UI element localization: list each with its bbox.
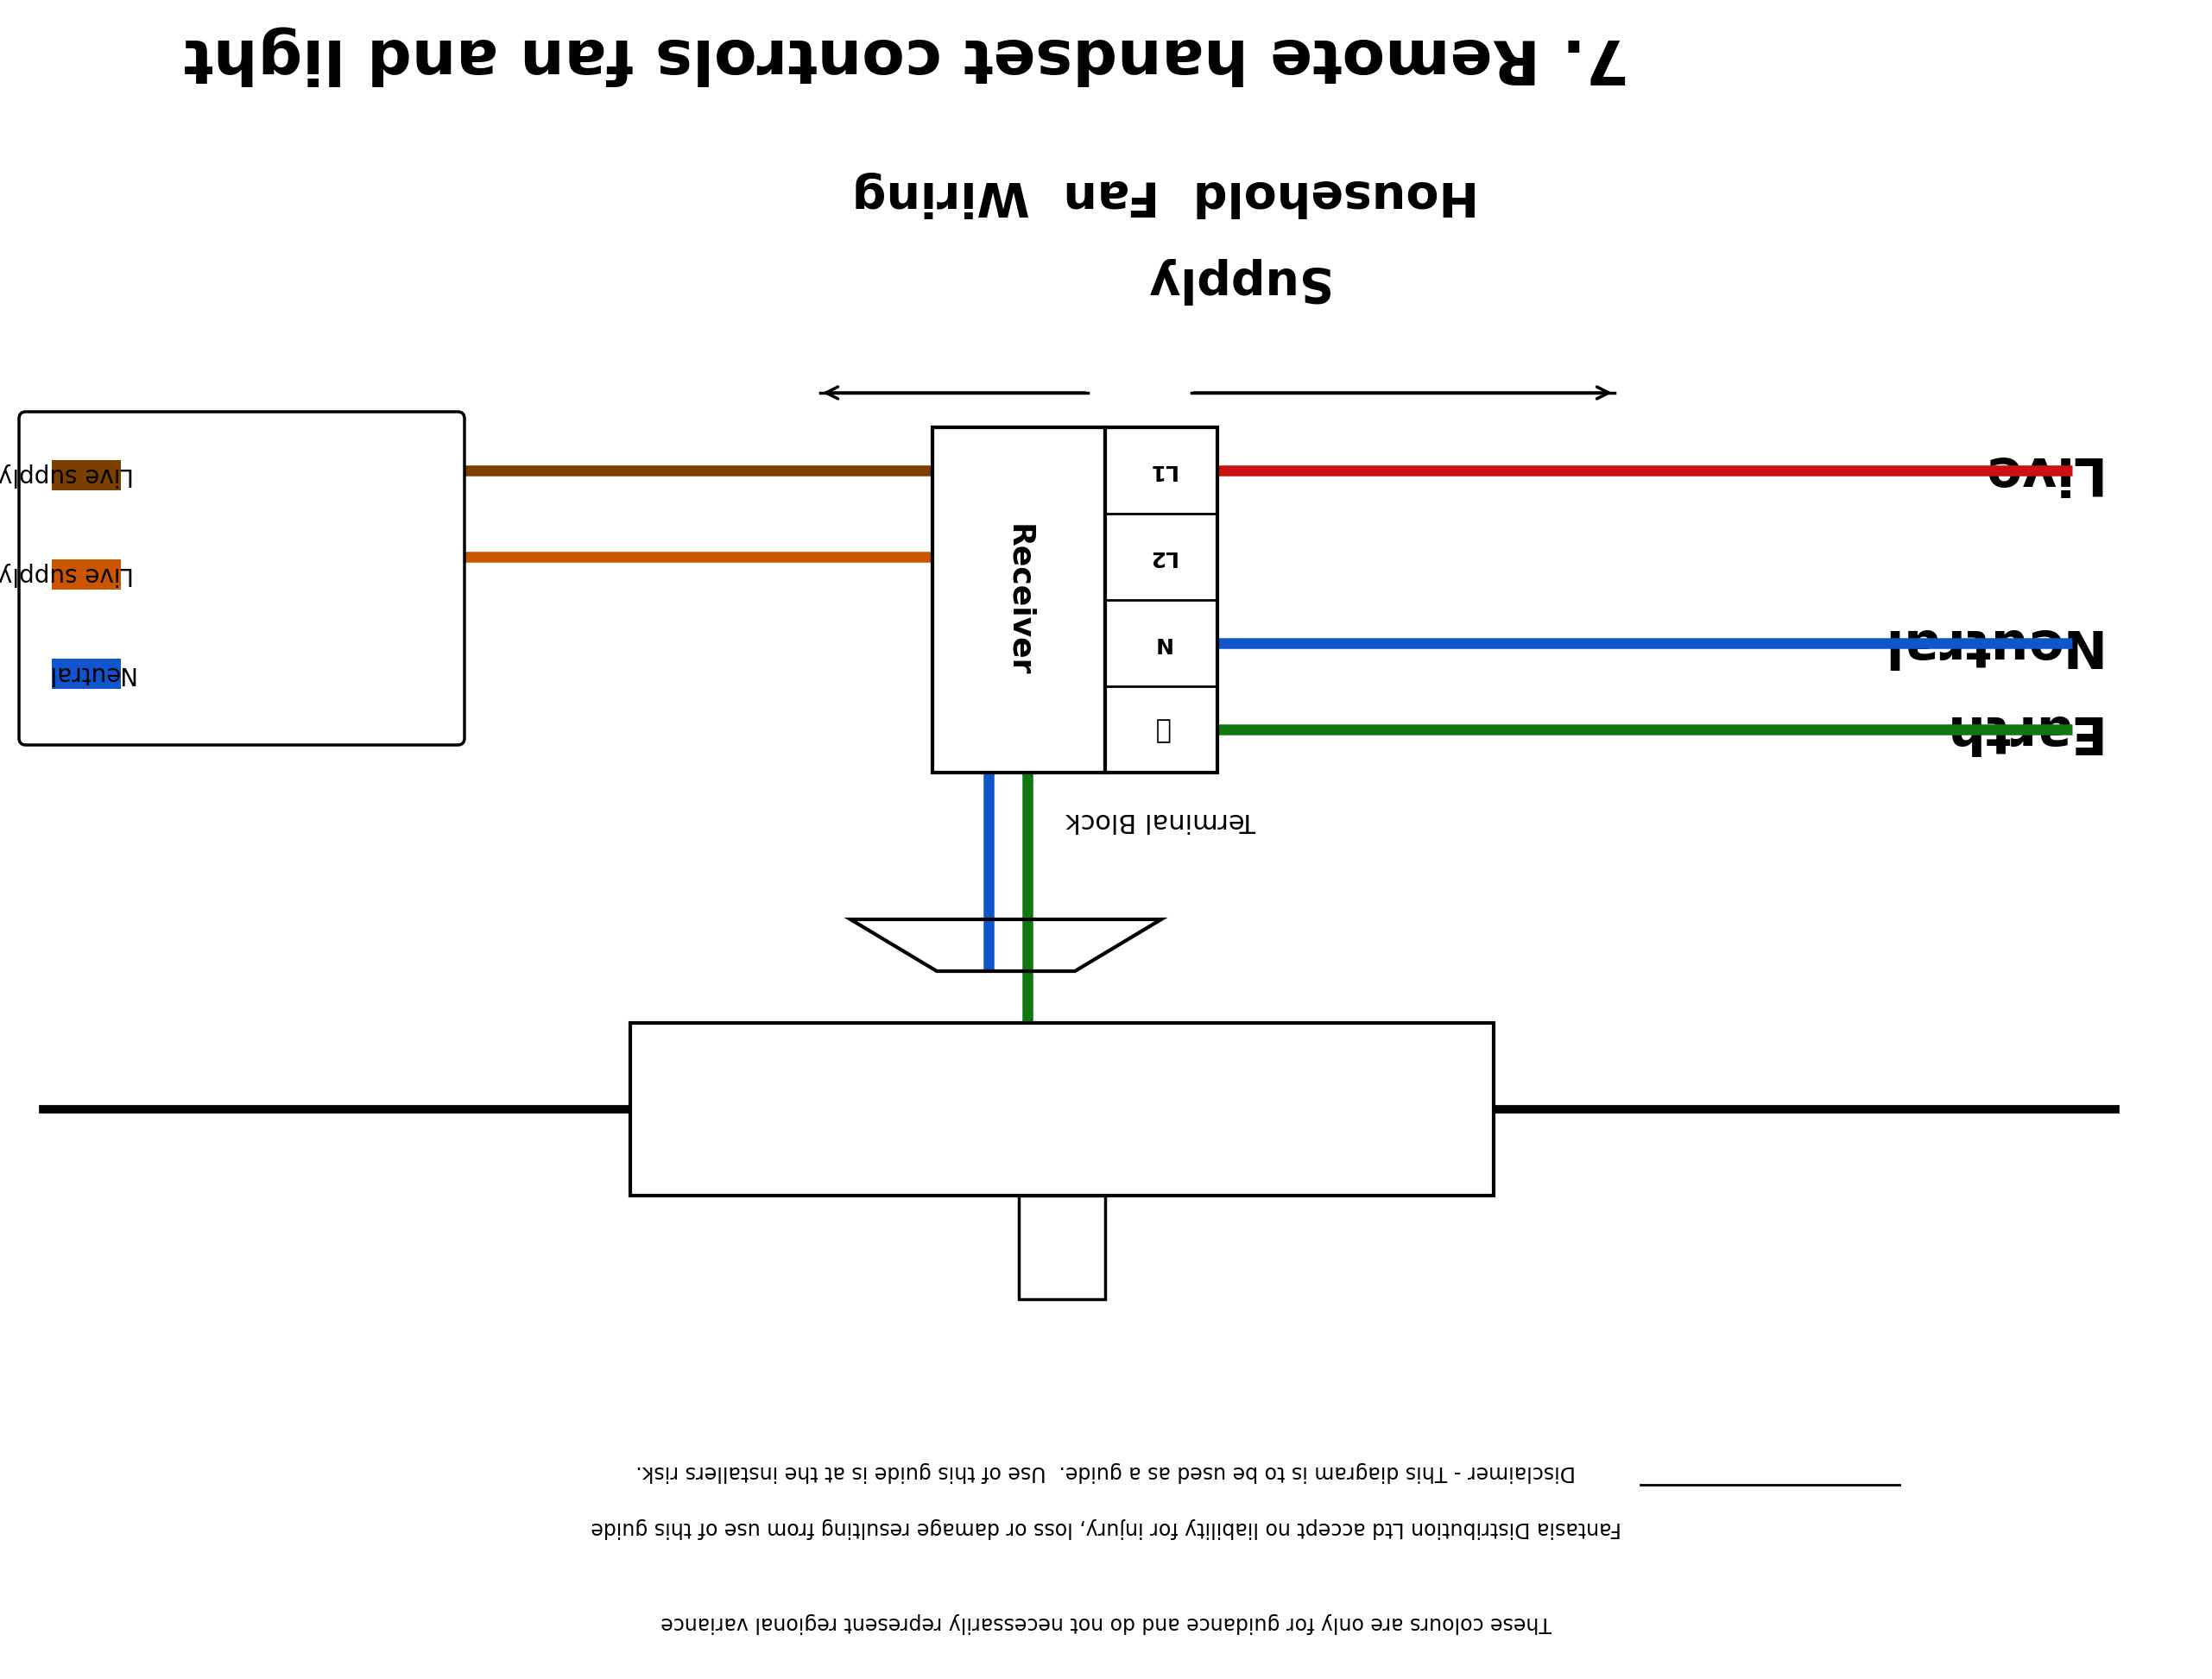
Text: Receiver: Receiver: [1004, 524, 1033, 677]
Text: Live: Live: [1975, 445, 2097, 495]
Text: N: N: [1152, 633, 1170, 653]
Text: L2: L2: [1146, 546, 1175, 568]
Bar: [1106, 426, 1217, 772]
Text: ⏚: ⏚: [1152, 717, 1170, 742]
Text: Live supply (light): Live supply (light): [0, 562, 133, 586]
Text: Live supply (fan): Live supply (fan): [0, 463, 133, 487]
FancyBboxPatch shape: [20, 411, 465, 745]
Bar: [51, 460, 122, 490]
Text: Terminal Block: Terminal Block: [1066, 808, 1256, 833]
Text: Neutral: Neutral: [44, 662, 133, 685]
Text: L1: L1: [1146, 460, 1175, 480]
Text: Earth: Earth: [1938, 704, 2097, 756]
Bar: [933, 426, 1106, 772]
Bar: [51, 658, 122, 688]
Bar: [630, 1023, 1493, 1195]
Bar: [1020, 1195, 1106, 1300]
Bar: [51, 559, 122, 589]
Text: Disclaimer - This diagram is to be used as a guide.  Use of this guide is at the: Disclaimer - This diagram is to be used …: [637, 1461, 1575, 1483]
Text: Supply: Supply: [1141, 257, 1327, 304]
Text: Fantasia Distribution Ltd accept no liability for injury, loss or damage resulti: Fantasia Distribution Ltd accept no liab…: [591, 1518, 1621, 1538]
Text: These colours are only for guidance and do not necessarily represent regional va: These colours are only for guidance and …: [661, 1612, 1551, 1634]
Text: Household  Fan  Wiring: Household Fan Wiring: [852, 171, 1480, 218]
Text: Neutral: Neutral: [1876, 618, 2097, 668]
Text: 7. Remote handset controls fan and light: 7. Remote handset controls fan and light: [184, 27, 1630, 86]
